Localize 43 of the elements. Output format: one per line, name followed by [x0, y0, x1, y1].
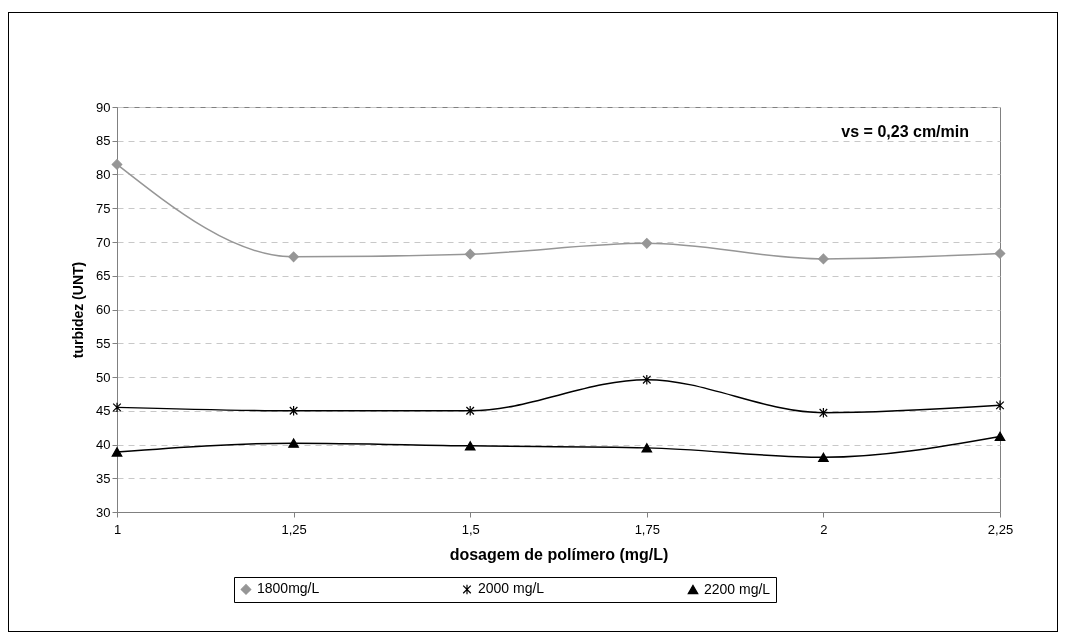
y-tick-label: 90 — [96, 99, 111, 115]
y-tick-label: 30 — [96, 504, 111, 520]
y-axis-title: turbidez (UNT) — [70, 261, 87, 359]
point — [819, 407, 828, 419]
x-tick-label: 1,5 — [461, 521, 480, 537]
legend-label: 2200 mg/L — [704, 580, 771, 597]
x-tick-label: 1 — [113, 521, 122, 537]
y-tick-label: 35 — [96, 470, 111, 486]
y-tick-label: 45 — [96, 403, 111, 419]
point — [642, 374, 652, 386]
y-tick-label: 50 — [96, 369, 111, 385]
y-tick-label: 70 — [96, 234, 111, 250]
y-tick-label: 85 — [96, 133, 111, 149]
point — [464, 441, 476, 451]
y-tick-label: 80 — [96, 167, 111, 182]
point — [288, 438, 299, 448]
annotation: vs = 0,23 cm/min — [841, 123, 969, 140]
legend-label: 1800mg/L — [257, 580, 320, 597]
point — [464, 248, 476, 260]
point — [994, 248, 1006, 259]
y-tick-label: 40 — [96, 437, 111, 452]
point — [994, 431, 1006, 442]
y-tick-label: 75 — [96, 200, 111, 216]
x-tick-label: 1,25 — [281, 521, 307, 537]
point — [112, 402, 122, 413]
point — [995, 400, 1005, 411]
point — [818, 452, 829, 463]
y-tick-label: 60 — [96, 302, 111, 317]
legend-label: 2000 mg/L — [478, 580, 545, 597]
point — [289, 405, 298, 417]
point — [288, 251, 299, 263]
x-tick-label: 2,25 — [987, 521, 1014, 537]
x-axis-title: dosagem de polímero (mg/L) — [449, 545, 669, 563]
point — [465, 405, 475, 417]
point — [641, 443, 653, 453]
x-tick-label: 2 — [820, 521, 828, 537]
point — [111, 159, 123, 170]
y-tick-label: 65 — [96, 268, 111, 284]
point — [818, 253, 829, 265]
point — [641, 238, 653, 249]
point — [111, 447, 123, 457]
y-tick-label: 55 — [96, 335, 111, 351]
x-tick-label: 1,75 — [634, 521, 660, 537]
